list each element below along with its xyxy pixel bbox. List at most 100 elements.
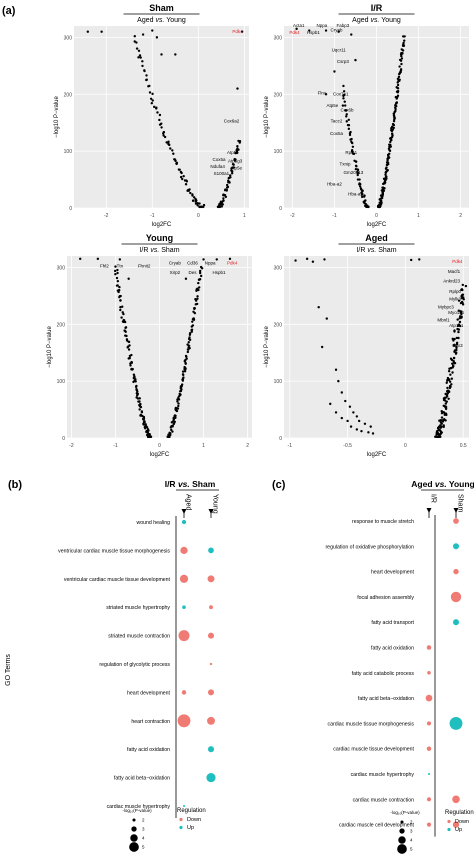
- data-point: [337, 379, 340, 383]
- data-point: [462, 298, 465, 301]
- data-point: [362, 200, 365, 204]
- data-point: [348, 133, 352, 137]
- gene-label: Cox7a1: [333, 91, 349, 96]
- gene-label: Pdk4: [227, 261, 238, 266]
- data-point: [379, 199, 383, 202]
- column-header: I/R: [430, 494, 437, 503]
- data-point: [442, 425, 445, 429]
- data-point: [184, 183, 188, 186]
- data-point: [347, 118, 350, 121]
- data-point: [395, 90, 399, 93]
- data-point: [337, 30, 340, 33]
- go-dot: [452, 619, 460, 626]
- x-tick-label: -0.5: [343, 443, 352, 449]
- data-point: [400, 51, 403, 55]
- legend-size-label: 4: [410, 838, 413, 843]
- x-tick-label: -1: [150, 213, 155, 219]
- gene-label: Ttn: [117, 263, 124, 268]
- data-point: [403, 39, 406, 42]
- data-point: [356, 168, 359, 171]
- go-dot: [426, 746, 432, 751]
- volcano-young: -2 -1 0 1 2 0 100 200 300 Young I/R vs. Sham log2FC…: [47, 233, 252, 458]
- gene-label: Hspb1: [212, 270, 226, 275]
- data-point: [399, 70, 402, 74]
- data-point: [158, 123, 162, 126]
- data-point: [340, 416, 344, 420]
- data-point: [438, 428, 441, 432]
- data-point: [172, 152, 175, 155]
- column-header: Aged: [185, 494, 192, 510]
- data-point: [128, 354, 132, 358]
- data-point: [453, 337, 456, 341]
- data-point: [350, 33, 353, 36]
- data-point: [133, 35, 136, 38]
- data-point: [184, 361, 187, 365]
- data-point: [400, 48, 403, 51]
- data-point: [357, 419, 361, 423]
- data-point: [124, 326, 127, 330]
- data-point: [187, 344, 191, 348]
- gene-label: Nppa: [205, 261, 216, 266]
- data-point: [400, 62, 403, 66]
- data-point: [240, 30, 244, 33]
- data-point: [456, 318, 459, 321]
- x-tick-label: -2: [69, 443, 74, 449]
- data-point: [364, 204, 367, 208]
- data-point: [182, 373, 185, 377]
- data-point: [388, 152, 391, 156]
- data-point: [194, 202, 198, 205]
- data-point: [141, 417, 145, 421]
- gene-label: Hspb1: [307, 30, 321, 35]
- data-point: [387, 154, 390, 158]
- data-point: [183, 370, 187, 373]
- data-point: [355, 428, 359, 431]
- data-point: [191, 320, 194, 323]
- gene-label: Fhl2: [100, 263, 109, 268]
- data-point: [177, 168, 181, 171]
- data-point: [230, 172, 234, 175]
- data-point: [334, 411, 338, 414]
- data-point: [295, 27, 298, 31]
- gene-label: Fabp3: [336, 23, 349, 28]
- data-point: [455, 348, 458, 352]
- data-point: [135, 388, 138, 391]
- gene-label: Atp1a1: [449, 323, 464, 328]
- data-point: [444, 405, 448, 408]
- data-point: [134, 380, 137, 383]
- data-point: [390, 132, 394, 135]
- data-point: [231, 162, 235, 166]
- data-point: [452, 360, 456, 364]
- data-point: [386, 161, 390, 164]
- data-point: [190, 328, 194, 331]
- data-point: [152, 105, 156, 109]
- data-point: [462, 296, 465, 299]
- data-point: [444, 412, 448, 415]
- data-point: [114, 265, 117, 268]
- data-point: [187, 341, 190, 344]
- data-point: [171, 430, 174, 433]
- data-point: [200, 205, 203, 209]
- data-point: [448, 380, 452, 383]
- data-point: [464, 284, 468, 288]
- data-point: [160, 126, 163, 129]
- data-point: [457, 309, 461, 312]
- data-point: [396, 94, 400, 97]
- data-point: [179, 175, 183, 179]
- data-point: [329, 402, 332, 406]
- data-point: [144, 424, 147, 428]
- data-point: [397, 75, 401, 79]
- y-axis-label: −log10 P−value: [264, 95, 270, 137]
- data-point: [333, 70, 336, 73]
- data-point: [389, 140, 392, 144]
- data-point: [344, 109, 348, 112]
- y-tick-label: 100: [57, 379, 66, 385]
- data-point: [138, 54, 142, 57]
- volcano-ir: -2 -1 0 1 2 0 100 200 300 I/R Aged vs. Young log2FC…: [264, 3, 469, 228]
- data-point: [392, 123, 396, 127]
- data-point: [228, 257, 232, 261]
- chart-title: I/R: [371, 3, 383, 13]
- data-point: [170, 428, 173, 432]
- data-point: [142, 420, 146, 424]
- data-point: [194, 297, 197, 301]
- data-point: [118, 295, 121, 299]
